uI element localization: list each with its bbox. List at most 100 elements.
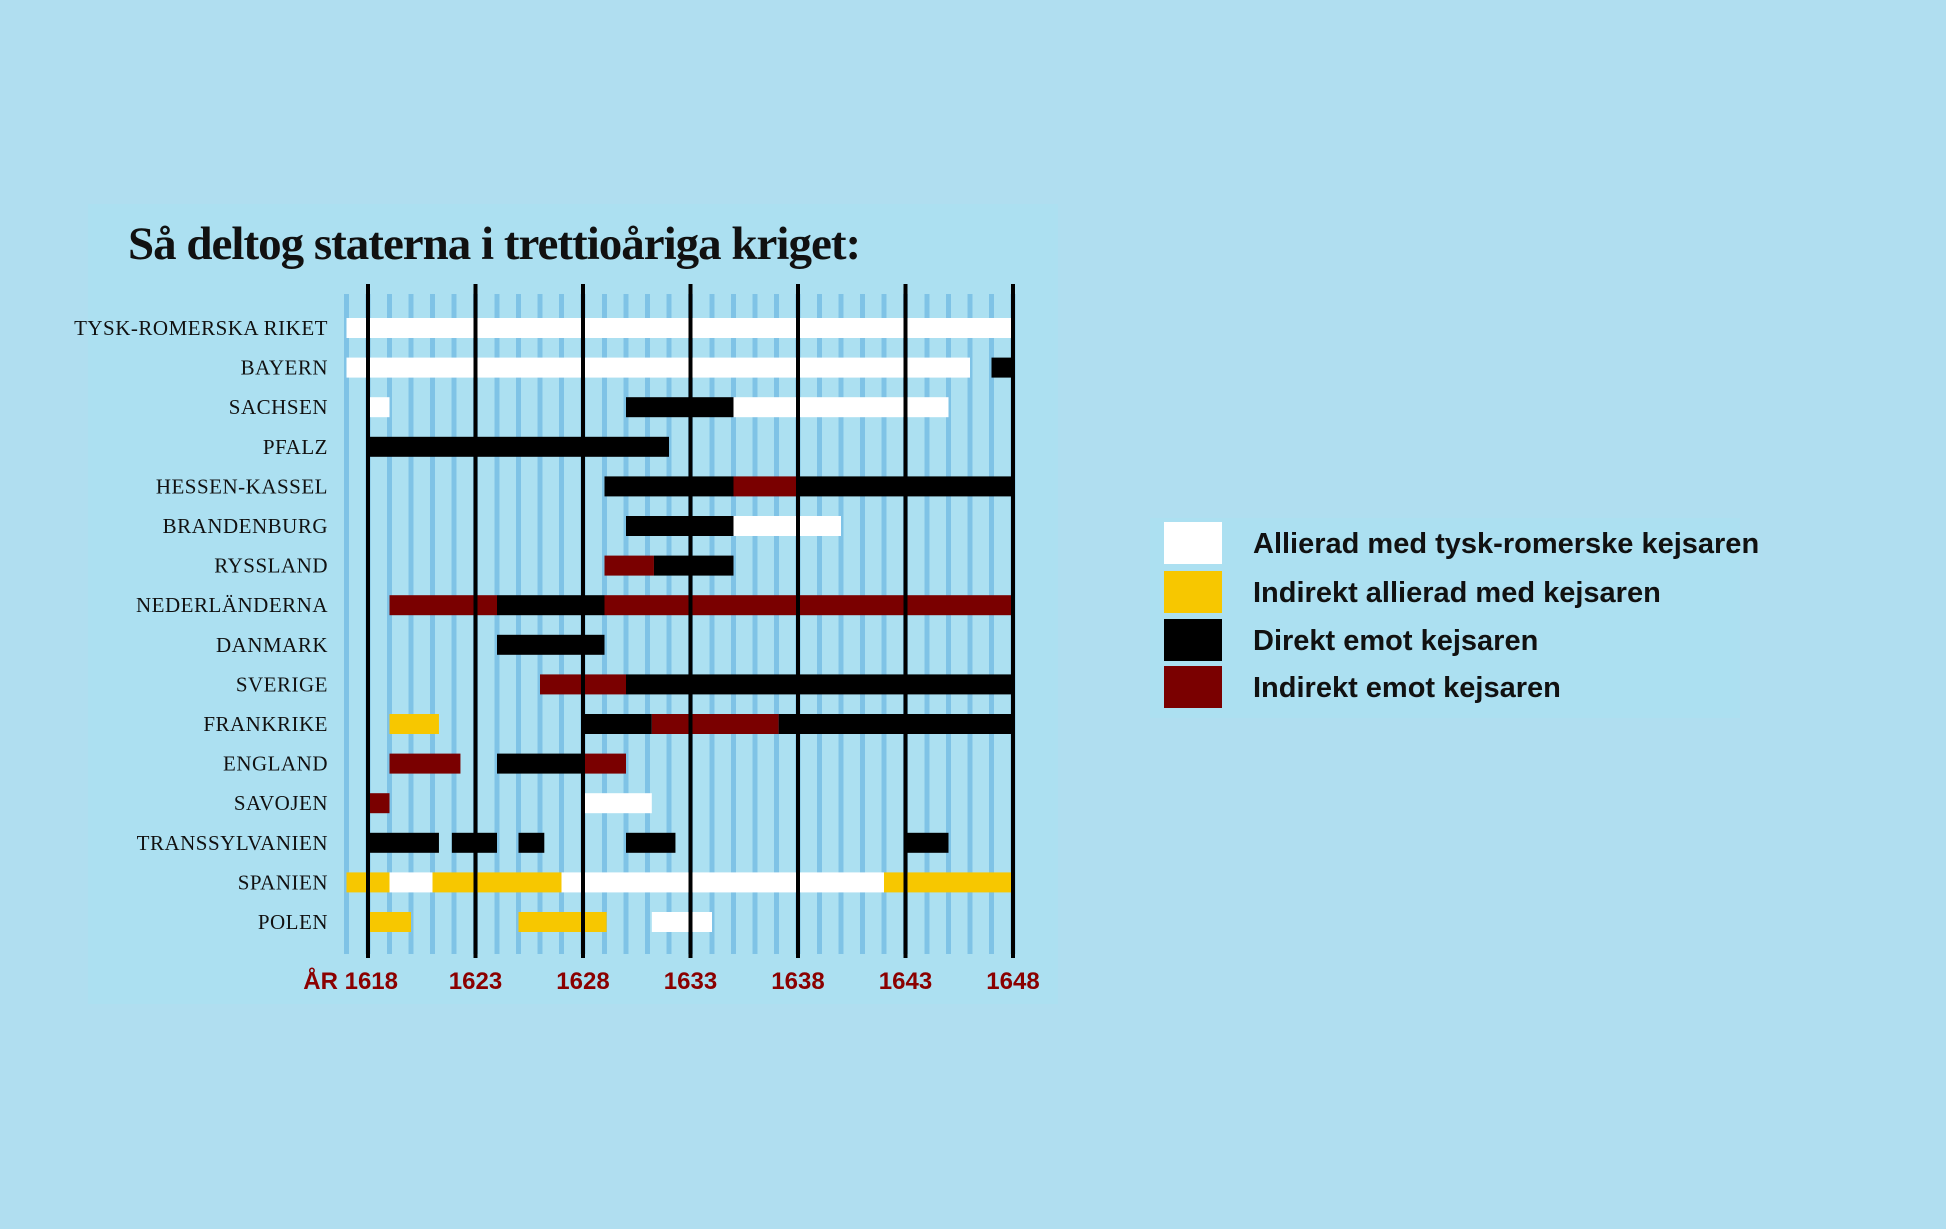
year-stripe bbox=[881, 294, 887, 954]
bar-segment bbox=[884, 872, 1013, 893]
row-label: SAVOJEN bbox=[234, 791, 328, 815]
bar-segment bbox=[346, 318, 1013, 338]
year-stripe bbox=[946, 294, 951, 954]
bar-segment bbox=[389, 595, 497, 616]
bar-segment bbox=[561, 872, 884, 893]
bar-segment bbox=[389, 872, 433, 893]
row-label: SACHSEN bbox=[229, 395, 328, 419]
bar-segment bbox=[626, 516, 734, 536]
year-stripe bbox=[645, 294, 650, 954]
bar-segment bbox=[346, 357, 970, 378]
bar-segment bbox=[583, 793, 652, 814]
legend-label: Indirekt allierad med kejsaren bbox=[1253, 577, 1661, 609]
bar-segment bbox=[905, 832, 949, 853]
bar-segment bbox=[432, 872, 562, 893]
bar-segment bbox=[583, 714, 652, 734]
bar-segment bbox=[651, 912, 712, 932]
year-stripe bbox=[537, 294, 543, 954]
legend-label: Indirekt emot kejsaren bbox=[1253, 672, 1561, 704]
row-label: RYSSLAND bbox=[214, 554, 328, 578]
year-stripe bbox=[752, 294, 758, 954]
bar-segment bbox=[626, 832, 676, 853]
year-stripe bbox=[602, 294, 607, 954]
bar-segment bbox=[497, 753, 583, 774]
bar-segment bbox=[368, 436, 669, 457]
bar-segment bbox=[733, 476, 798, 497]
year-stripe bbox=[774, 294, 779, 954]
row-label: SPANIEN bbox=[238, 870, 328, 894]
legend-panel bbox=[1150, 518, 1740, 718]
row-label: SVERIGE bbox=[236, 672, 328, 696]
bar-segment bbox=[733, 397, 949, 418]
year-stripe bbox=[731, 294, 736, 954]
legend-swatch bbox=[1164, 522, 1222, 564]
x-tick-label: ÅR 1618 bbox=[303, 967, 398, 995]
year-stripe bbox=[451, 294, 457, 954]
bar-segment bbox=[733, 516, 841, 536]
year-stripe bbox=[494, 294, 500, 954]
year-stripe bbox=[967, 294, 973, 954]
bar-segment bbox=[626, 674, 1013, 695]
row-label: TYSK-ROMERSKA RIKET bbox=[74, 316, 328, 340]
x-tick-label: 1638 bbox=[771, 968, 824, 995]
year-stripe bbox=[516, 294, 521, 954]
chart-title: Så deltog staterna i trettioåriga kriget… bbox=[128, 218, 860, 270]
year-stripe bbox=[387, 294, 392, 954]
participation-bars bbox=[346, 318, 1013, 932]
year-stripe bbox=[817, 294, 822, 954]
x-tick-label: 1633 bbox=[664, 968, 717, 995]
legend-label: Allierad med tysk-romerske kejsaren bbox=[1253, 528, 1759, 560]
bar-segment bbox=[651, 714, 779, 734]
row-label: DANMARK bbox=[216, 633, 328, 657]
x-axis-tick-labels: ÅR 1618 1623 1628 1633 1638 1643 1648 bbox=[303, 967, 1039, 995]
x-tick-label: 1648 bbox=[986, 968, 1039, 995]
row-labels: TYSK-ROMERSKA RIKET BAYERN SACHSEN PFALZ HES… bbox=[74, 316, 328, 934]
bar-segment bbox=[604, 476, 734, 497]
row-label: POLEN bbox=[258, 910, 328, 934]
bar-segment bbox=[653, 555, 734, 576]
year-stripe bbox=[709, 294, 715, 954]
bar-segment bbox=[518, 912, 607, 932]
x-tick-label: 1643 bbox=[879, 968, 932, 995]
legend-label: Direkt emot kejsaren bbox=[1253, 625, 1538, 657]
major-gridlines bbox=[366, 284, 1015, 958]
bar-segment bbox=[583, 753, 626, 774]
bar-segment bbox=[497, 595, 605, 616]
bar-segment bbox=[368, 912, 411, 932]
row-label: NEDERLÄNDERNA bbox=[136, 593, 328, 617]
row-label: TRANSSYLVANIEN bbox=[137, 831, 328, 855]
year-stripe bbox=[408, 294, 414, 954]
year-stripe bbox=[666, 294, 672, 954]
year-stripe bbox=[924, 294, 930, 954]
year-stripe bbox=[430, 294, 435, 954]
year-stripe bbox=[860, 294, 865, 954]
year-stripe bbox=[559, 294, 564, 954]
bar-segment bbox=[497, 634, 605, 655]
bar-segment bbox=[991, 357, 1013, 378]
bar-segment bbox=[604, 595, 1013, 616]
legend-swatch bbox=[1164, 619, 1222, 661]
row-label: PFALZ bbox=[263, 435, 328, 459]
row-label: ENGLAND bbox=[223, 752, 328, 776]
legend-swatch bbox=[1164, 571, 1222, 613]
bar-segment bbox=[368, 832, 439, 853]
row-label: FRANKRIKE bbox=[203, 712, 328, 736]
bar-segment bbox=[604, 555, 654, 576]
row-label: HESSEN-KASSEL bbox=[156, 474, 328, 498]
row-label: BAYERN bbox=[241, 356, 328, 380]
x-tick-label: 1623 bbox=[449, 968, 502, 995]
bar-segment bbox=[389, 753, 461, 774]
year-stripe bbox=[838, 294, 844, 954]
year-stripe bbox=[989, 294, 994, 954]
legend-swatch bbox=[1164, 666, 1222, 708]
bar-segment bbox=[626, 397, 734, 418]
year-stripe bbox=[623, 294, 629, 954]
legend: Allierad med tysk-romerske kejsaren Indir… bbox=[1164, 522, 1759, 708]
row-label: BRANDENBURG bbox=[163, 514, 328, 538]
bar-segment bbox=[368, 397, 390, 418]
year-stripe bbox=[344, 294, 349, 954]
bar-segment bbox=[778, 714, 1013, 734]
bar-segment bbox=[518, 832, 545, 853]
x-tick-label: 1628 bbox=[556, 968, 609, 995]
bar-segment bbox=[368, 793, 390, 814]
